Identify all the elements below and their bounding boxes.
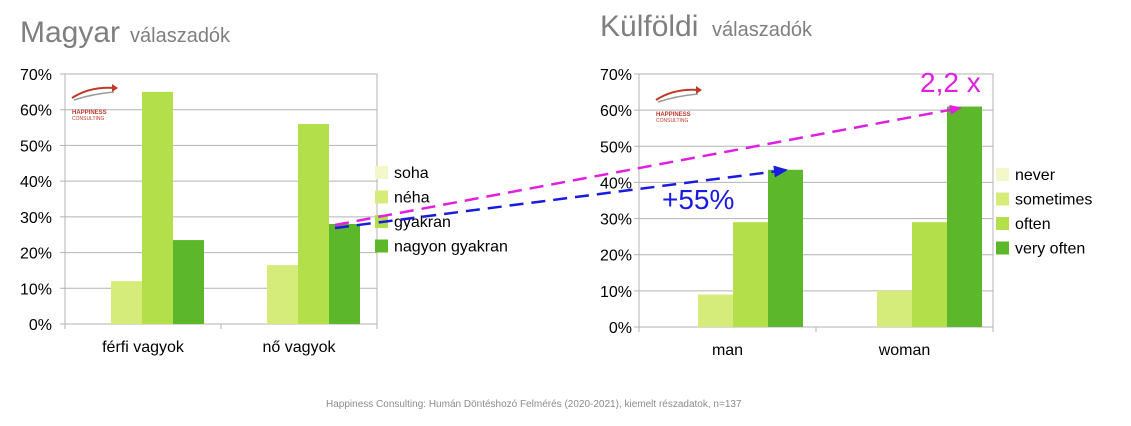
y-tick-label: 10% [20,281,52,298]
category-label: férfi vagyok [102,339,185,356]
y-tick-label: 50% [600,139,632,156]
legend-swatch [996,217,1009,230]
y-tick-label: 20% [20,246,52,263]
right-chart-subtitle: válaszadók [712,19,813,41]
logo-text-line2: CONSULTING [72,116,105,122]
legend-swatch [375,239,388,253]
y-tick-label: 20% [600,248,632,265]
y-tick-label: 10% [600,284,632,301]
bar-néha-1 [267,265,298,324]
y-tick-label: 0% [609,320,632,337]
bar-very-often-1 [947,106,982,328]
legend-swatch [375,166,388,179]
category-label: man [712,342,743,359]
logo-text-line1: HAPPINESS [656,112,691,118]
y-tick-label: 30% [20,210,52,227]
legend-label: often [1015,216,1051,233]
bar-gyakran-1 [298,124,329,324]
legend-label: soha [394,165,429,182]
source-footnote: Happiness Consulting: Humán Döntéshozó F… [326,399,742,410]
y-tick-label: 50% [20,138,52,155]
pink-annotation-label: 2,2 x [920,67,981,98]
legend-swatch [996,192,1009,206]
blue-comparison-arrow [334,165,788,230]
legend-swatch [375,190,388,204]
legend-label: sometimes [1015,192,1092,209]
legend-label: never [1015,167,1056,184]
blue-annotation-label: +55% [662,184,734,215]
category-label: nő vagyok [263,339,337,356]
left-chart-title: Magyar [20,16,120,49]
logo-text-line1: HAPPINESS [72,110,107,116]
happiness-consulting-logo: HAPPINESS CONSULTING [71,84,118,122]
y-tick-label: 40% [20,174,52,191]
happiness-consulting-logo: HAPPINESS CONSULTING [655,86,702,124]
category-label: woman [878,342,931,359]
y-tick-label: 60% [20,103,52,120]
y-tick-label: 70% [600,67,632,84]
bar-nagyon-gyakran-1 [329,224,360,324]
y-tick-label: 60% [600,103,632,120]
legend-label: very often [1015,241,1085,258]
legend-label: néha [394,190,430,207]
y-tick-label: 0% [29,317,52,334]
right-chart: 0% 10% 20% 30% 40% 50% 60% 70% man woman never some… [600,67,1092,359]
bar-nagyon-gyakran-0 [173,240,204,324]
pink-comparison-arrow [334,104,962,227]
bar-gyakran-0 [142,91,173,324]
y-tick-label: 70% [20,67,52,84]
y-tick-label: 30% [600,212,632,229]
y-tick-label: 40% [600,175,632,192]
bar-often-0 [733,222,768,327]
legend-swatch [996,168,1009,181]
left-chart-subtitle: válaszadók [130,25,231,47]
logo-text-line2: CONSULTING [656,118,689,124]
legend-label: nagyon gyakran [394,239,508,256]
right-chart-title: Külföldi [600,10,698,43]
bar-sometimes-1 [877,290,912,327]
bar-very-often-0 [768,169,803,327]
bar-often-1 [912,222,947,327]
left-chart: 0% 10% 20% 30% 40% 50% 60% 70% férfi vagyok nő va… [20,67,508,356]
bar-néha-0 [111,281,142,324]
legend-swatch [996,241,1009,255]
bar-sometimes-0 [698,294,733,327]
